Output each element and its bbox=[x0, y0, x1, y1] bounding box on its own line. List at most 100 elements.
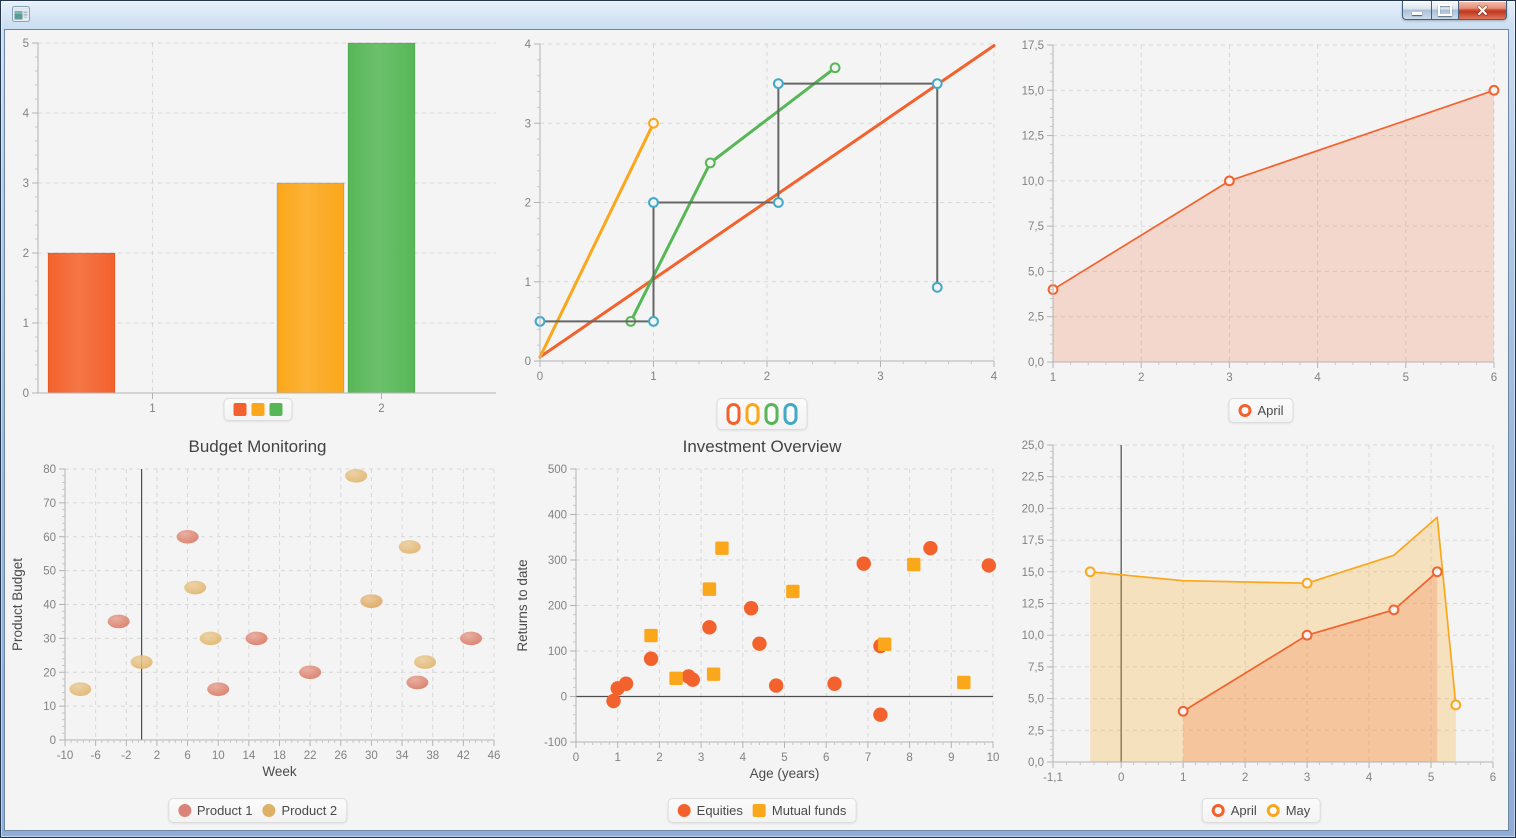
tick-label: 0 bbox=[50, 735, 56, 747]
data-point-Mutual funds bbox=[907, 557, 921, 572]
bubble-Product 2 bbox=[360, 594, 383, 608]
area-chart-april-may: -1,1 0 1 2 3 4 5 6 0,0 2,5 5,0 7,5 10,0 12,5 15,0 17,5 2… bbox=[1022, 440, 1497, 784]
tick-label: 3 bbox=[525, 118, 531, 130]
tick-label: 4 bbox=[740, 752, 747, 764]
legend-label: April bbox=[1230, 803, 1257, 818]
tick-label: 2 bbox=[764, 371, 770, 383]
data-point-Equities bbox=[685, 672, 700, 687]
tick-label: 0,0 bbox=[1028, 357, 1044, 369]
axes: 0 1 2 3 4 5 6 7 8 9 10 -100 0 100 200 300 400 500 Age (yea… bbox=[515, 464, 999, 781]
app-icon[interactable] bbox=[12, 6, 30, 22]
tick-label: 0 bbox=[573, 752, 579, 764]
legend-square-symbol bbox=[233, 403, 246, 416]
tick-label: 1 bbox=[149, 403, 155, 415]
bubble-Product 1 bbox=[107, 614, 130, 629]
tick-label: 4 bbox=[1314, 372, 1321, 384]
area-fill-April bbox=[1183, 571, 1438, 762]
legend-circle-symbol bbox=[262, 804, 276, 817]
legend-circle-symbol bbox=[677, 804, 691, 817]
tick-label: 12,5 bbox=[1022, 599, 1044, 611]
tick-label: 2,5 bbox=[1028, 312, 1044, 324]
bubble-Product 1 bbox=[245, 631, 268, 646]
tick-label: 7,5 bbox=[1028, 662, 1044, 674]
tick-label: 3 bbox=[23, 178, 29, 190]
tick-label: 3 bbox=[1304, 772, 1310, 784]
minimize-icon bbox=[1412, 12, 1422, 15]
series-line-series bbox=[629, 66, 837, 323]
tick-label: 1 bbox=[650, 371, 656, 383]
area-chart-april-legend: April bbox=[1228, 398, 1294, 423]
tick-label: 40 bbox=[43, 600, 56, 612]
tick-label: 4 bbox=[525, 39, 532, 51]
maximize-button[interactable] bbox=[1431, 1, 1459, 20]
tick-label: 6 bbox=[823, 752, 829, 764]
tick-label: 5,0 bbox=[1028, 694, 1044, 706]
series-layer bbox=[69, 468, 483, 696]
tick-label: 100 bbox=[548, 646, 567, 658]
tick-label: 2 bbox=[378, 403, 384, 415]
data-point bbox=[1301, 629, 1313, 641]
line-chart: 0 1 2 3 4 0 1 2 3 4 bbox=[525, 39, 998, 383]
tick-label: 12,5 bbox=[1022, 131, 1044, 143]
data-point bbox=[931, 78, 943, 90]
legend-item bbox=[764, 403, 779, 425]
legend-item bbox=[783, 403, 798, 425]
close-icon bbox=[1477, 4, 1488, 16]
tick-label: 7 bbox=[865, 752, 871, 764]
legend-label: Product 1 bbox=[196, 803, 253, 818]
legend-label: May bbox=[1285, 803, 1311, 818]
tick-label: 2 bbox=[23, 248, 29, 260]
legend-ring-symbol bbox=[1211, 804, 1225, 817]
tick-label: 1 bbox=[1180, 772, 1186, 784]
series-line-series bbox=[538, 44, 996, 359]
series-line-April bbox=[1182, 570, 1439, 713]
tick-label: 4 bbox=[991, 371, 998, 383]
tick-label: 4 bbox=[23, 108, 30, 120]
data-point-Mutual funds bbox=[669, 671, 683, 685]
tick-label: 2 bbox=[1242, 772, 1248, 784]
scatter-chart-title: Investment Overview bbox=[682, 437, 842, 456]
plot-area: 0 1 2 3 4 5 6 7 8 9 10 -100 0 100 200 300 400 500 Age (yea… bbox=[515, 464, 999, 781]
tick-label: -6 bbox=[91, 750, 101, 762]
data-point-Equities bbox=[873, 707, 888, 722]
tick-label: 30 bbox=[43, 633, 56, 645]
tick-label: 500 bbox=[548, 464, 567, 476]
data-point bbox=[772, 78, 784, 90]
line-chart-legend bbox=[716, 398, 808, 430]
bar-2-3 bbox=[276, 182, 345, 394]
tick-label: 15,0 bbox=[1022, 567, 1044, 579]
data-point bbox=[1431, 566, 1443, 578]
legend-capsule-symbol bbox=[783, 403, 798, 425]
area-chart-april-may-legend: April May bbox=[1201, 798, 1321, 823]
x-axis-label: Age (years) bbox=[750, 766, 820, 781]
tick-label: 18 bbox=[273, 750, 286, 762]
close-button[interactable] bbox=[1459, 1, 1507, 20]
tick-label: 2 bbox=[154, 750, 160, 762]
window-titlebar[interactable] bbox=[0, 0, 1516, 30]
data-point-Equities bbox=[752, 636, 767, 651]
data-point-Equities bbox=[827, 676, 842, 691]
axes: 1 2 0 1 2 3 4 5 bbox=[23, 38, 496, 415]
legend-item bbox=[251, 403, 264, 416]
tick-label: -2 bbox=[121, 750, 131, 762]
data-point bbox=[1177, 705, 1189, 717]
tick-label: 8 bbox=[906, 752, 912, 764]
tick-label: 42 bbox=[457, 750, 470, 762]
legend-circle-symbol bbox=[177, 804, 191, 817]
data-point-Equities bbox=[768, 678, 784, 693]
tick-label: 17,5 bbox=[1022, 535, 1044, 547]
tick-label: 400 bbox=[548, 510, 567, 522]
data-point bbox=[772, 197, 784, 208]
tick-label: 200 bbox=[548, 601, 567, 613]
tick-label: 6 bbox=[184, 750, 190, 762]
tick-label: 5,0 bbox=[1028, 266, 1044, 278]
tick-label: 20 bbox=[43, 667, 56, 679]
y-axis-label: Returns to date bbox=[515, 559, 530, 651]
bubble-chart-legend: Product 1 Product 2 bbox=[167, 798, 348, 823]
minimize-button[interactable] bbox=[1402, 1, 1431, 20]
legend-ring-symbol bbox=[1238, 404, 1252, 417]
legend-item-mutual-funds: Mutual funds bbox=[752, 803, 846, 818]
plot-area: -10 -6 -2 2 6 10 14 18 22 26 30 34 38 42 4601020304050… bbox=[10, 464, 500, 779]
area-chart-april: 1 2 3 4 5 6 0,0 2,5 5,0 7,5 10,0 12,5 15,0 17,5 bbox=[1022, 40, 1500, 384]
